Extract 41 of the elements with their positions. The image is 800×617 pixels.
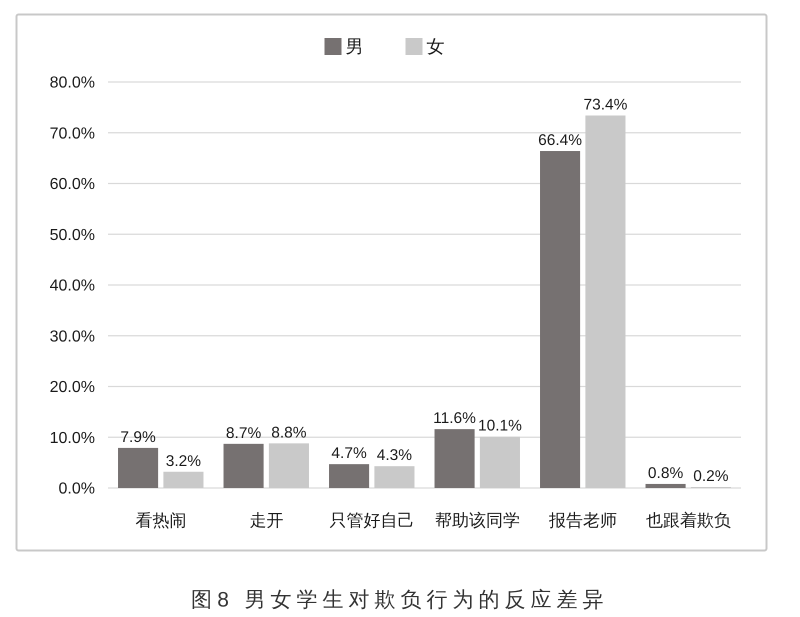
bar <box>163 472 204 488</box>
y-tick-label: 70.0% <box>50 125 95 142</box>
y-tick-label: 50.0% <box>50 226 95 244</box>
x-tick-label: 只管好自己 <box>329 510 414 530</box>
y-tick-label: 10.0% <box>50 430 95 447</box>
data-label: 73.4% <box>583 96 628 114</box>
bar <box>268 443 309 488</box>
y-tick-label: 80.0% <box>50 74 95 92</box>
data-label: 8.8% <box>271 424 307 442</box>
data-label: 4.3% <box>376 447 412 464</box>
data-label: 4.7% <box>331 445 367 462</box>
y-tick-label: 30.0% <box>50 328 95 346</box>
bar <box>374 466 414 488</box>
x-tick-label: 帮助该同学 <box>434 510 520 530</box>
bar <box>329 464 370 488</box>
y-tick-label: 0.0% <box>58 480 95 498</box>
x-tick-label: 看热闹 <box>135 510 186 530</box>
bar <box>480 436 520 488</box>
data-label: 3.2% <box>166 452 202 470</box>
bar <box>585 115 626 488</box>
data-label: 0.2% <box>693 468 729 485</box>
data-label: 11.6% <box>433 410 476 428</box>
bar <box>434 429 475 488</box>
data-label: 66.4% <box>538 132 582 150</box>
x-tick-label: 走开 <box>249 510 284 530</box>
text: 图8 男女学生对欺负行为的反应差异 <box>191 588 609 612</box>
data-label: 7.9% <box>120 428 156 446</box>
bar <box>540 151 580 488</box>
bar <box>224 444 264 488</box>
y-tick-label: 60.0% <box>50 176 95 194</box>
data-label: 10.1% <box>478 418 522 435</box>
legend-label: 男 <box>346 36 364 56</box>
y-tick-label: 20.0% <box>50 379 95 396</box>
bar <box>118 448 158 488</box>
data-label: 8.7% <box>226 424 262 442</box>
legend-label: 女 <box>426 36 444 56</box>
bar <box>646 484 686 488</box>
y-tick-label: 40.0% <box>50 278 95 295</box>
x-tick-label: 报告老师 <box>548 510 617 530</box>
data-label: 0.8% <box>648 464 684 482</box>
x-tick-label: 也跟着欺负 <box>646 510 731 530</box>
